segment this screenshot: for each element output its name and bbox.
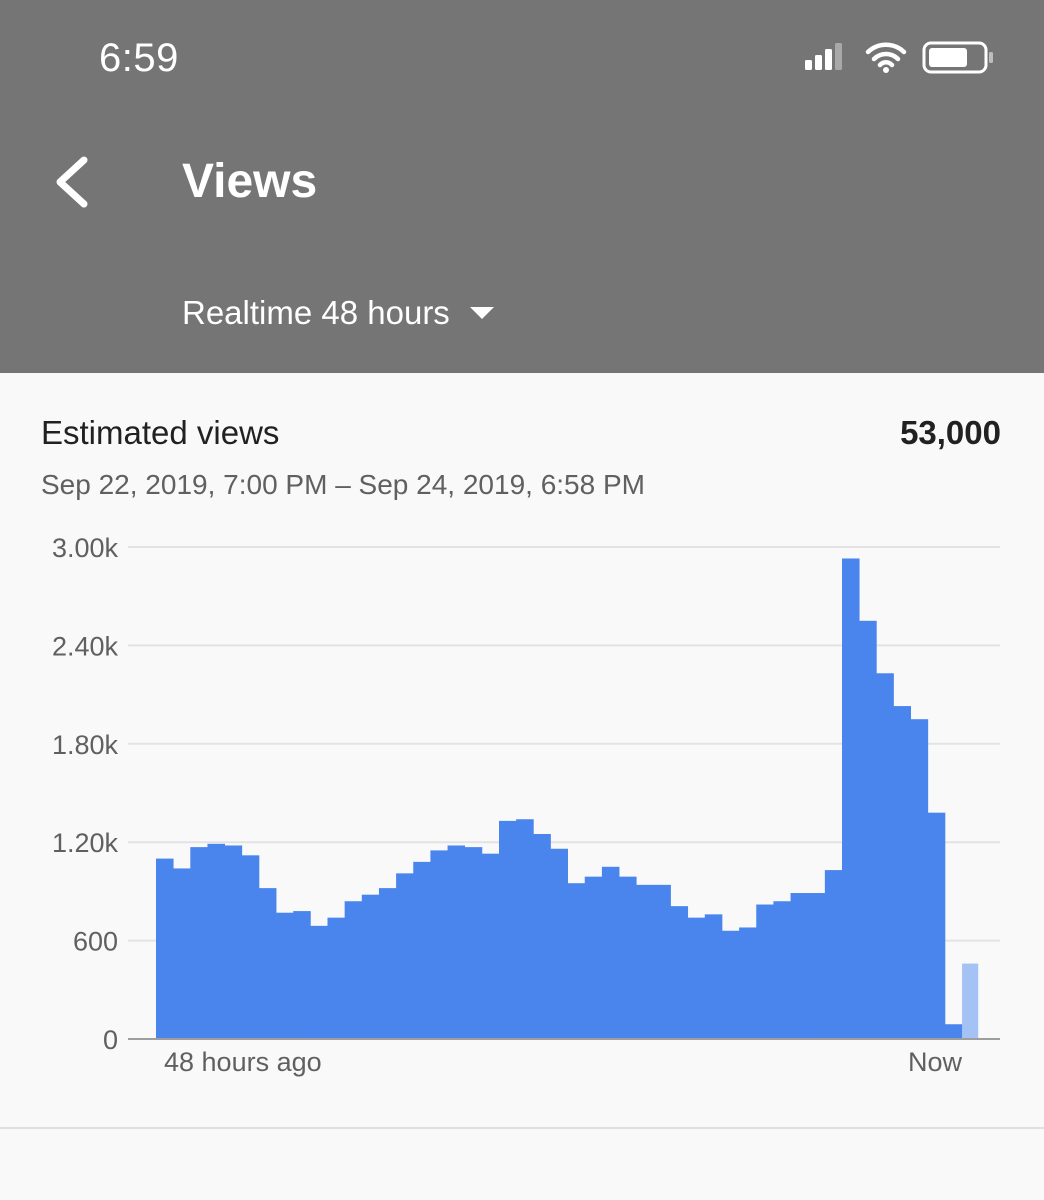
chart-bar [619, 876, 637, 1039]
chart-bar [293, 911, 311, 1039]
chart-bar [567, 883, 586, 1039]
chart-bar [962, 963, 979, 1039]
page-title: Views [182, 155, 318, 208]
chart-bar [430, 850, 448, 1039]
wifi-icon [865, 42, 907, 68]
views-bar-chart[interactable]: 3.00k 2.40k 1.80k 1.20k 600 0 48 hours ago Now [0, 523, 1044, 1083]
chart-bar [173, 868, 191, 1039]
chart-bar [739, 927, 757, 1039]
chart-bar [258, 888, 277, 1039]
chart-bar [704, 914, 723, 1039]
chart-bar [499, 820, 517, 1039]
date-range: Sep 22, 2019, 7:00 PM – Sep 24, 2019, 6:… [41, 469, 645, 500]
chart-bar [464, 847, 483, 1039]
chart-bar [190, 847, 208, 1039]
chart-bar [790, 893, 809, 1039]
y-tick-label: 3.00k [52, 533, 119, 563]
chart-bar [601, 866, 620, 1039]
back-arrow-icon [56, 156, 88, 208]
chart-bar [893, 706, 911, 1039]
chart-bar [927, 812, 946, 1039]
chart-bar [721, 930, 740, 1039]
chart-bar [413, 861, 431, 1039]
chart-bar [207, 843, 225, 1039]
chart-bar [944, 1024, 963, 1039]
chart-bar [344, 901, 363, 1039]
chart-bar [859, 620, 877, 1039]
section-divider [0, 1127, 1044, 1129]
y-tick-label: 2.40k [52, 631, 119, 661]
time-range-label: Realtime 48 hours [182, 294, 450, 331]
chart-bar [807, 893, 826, 1039]
battery-icon [922, 41, 993, 74]
chart-bar [378, 888, 397, 1039]
chart-bar [481, 853, 500, 1039]
chart-bar [876, 673, 894, 1039]
chart-bar [533, 834, 551, 1039]
chart-bar [550, 848, 568, 1039]
chart-bar [361, 894, 380, 1039]
chart-bar [756, 904, 774, 1039]
chart-bar [310, 925, 328, 1039]
chart-bar [636, 884, 654, 1039]
dropdown-caret-icon [469, 307, 494, 319]
status-time: 6:59 [99, 36, 179, 80]
app-header: 6:59 Views Realtime 48 hours [0, 0, 1044, 373]
chart-bar [910, 719, 929, 1039]
y-tick-label: 0 [103, 1025, 118, 1055]
chart-bar [224, 845, 243, 1039]
views-card: Estimated views 53,000 Sep 22, 2019, 7:0… [0, 373, 1044, 1129]
y-tick-label: 1.80k [52, 730, 119, 760]
chart-bar [156, 858, 174, 1039]
chart-bar [653, 884, 671, 1039]
chart-bar [670, 906, 689, 1039]
y-tick-label: 600 [73, 927, 118, 957]
chart-bar [516, 819, 534, 1039]
y-tick-label: 1.20k [52, 828, 119, 858]
x-tick-label: Now [908, 1047, 963, 1077]
back-button[interactable] [44, 150, 104, 214]
wifi-dot [883, 67, 889, 73]
x-tick-label: 48 hours ago [164, 1047, 322, 1077]
cellular-signal-icon [805, 43, 842, 70]
chart-bar [842, 558, 860, 1039]
status-icons [805, 41, 993, 74]
chart-bar [447, 845, 466, 1039]
chart-bar [773, 901, 791, 1039]
chart-bar [396, 873, 414, 1039]
time-range-dropdown[interactable]: Realtime 48 hours [182, 290, 494, 336]
chart-bar [327, 917, 346, 1039]
chart-bar [824, 870, 843, 1039]
chart-bar [687, 917, 706, 1039]
chart-bar [276, 912, 294, 1039]
metric-label: Estimated views [41, 414, 280, 451]
chart-bar [584, 876, 603, 1039]
metric-value: 53,000 [900, 414, 1001, 451]
chart-bar [241, 855, 260, 1039]
